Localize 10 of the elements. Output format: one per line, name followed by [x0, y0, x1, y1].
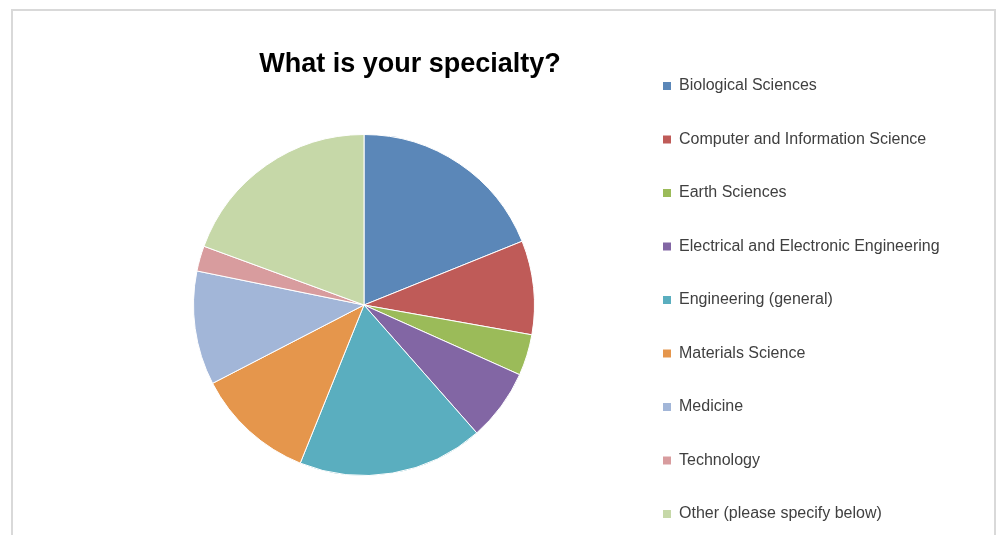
- chart-title: What is your specialty?: [259, 48, 561, 78]
- legend-label: Technology: [679, 450, 760, 468]
- legend-label: Other (please specify below): [679, 504, 882, 522]
- legend-label: Computer and Information Science: [679, 129, 927, 147]
- legend-label: Biological Sciences: [679, 76, 817, 94]
- legend-label: Earth Sciences: [679, 183, 787, 201]
- legend-label: Medicine: [679, 397, 744, 415]
- legend-label: Engineering (general): [679, 290, 833, 308]
- legend-label: Electrical and Electronic Engineering: [679, 236, 940, 254]
- legend-label: Materials Science: [679, 343, 806, 361]
